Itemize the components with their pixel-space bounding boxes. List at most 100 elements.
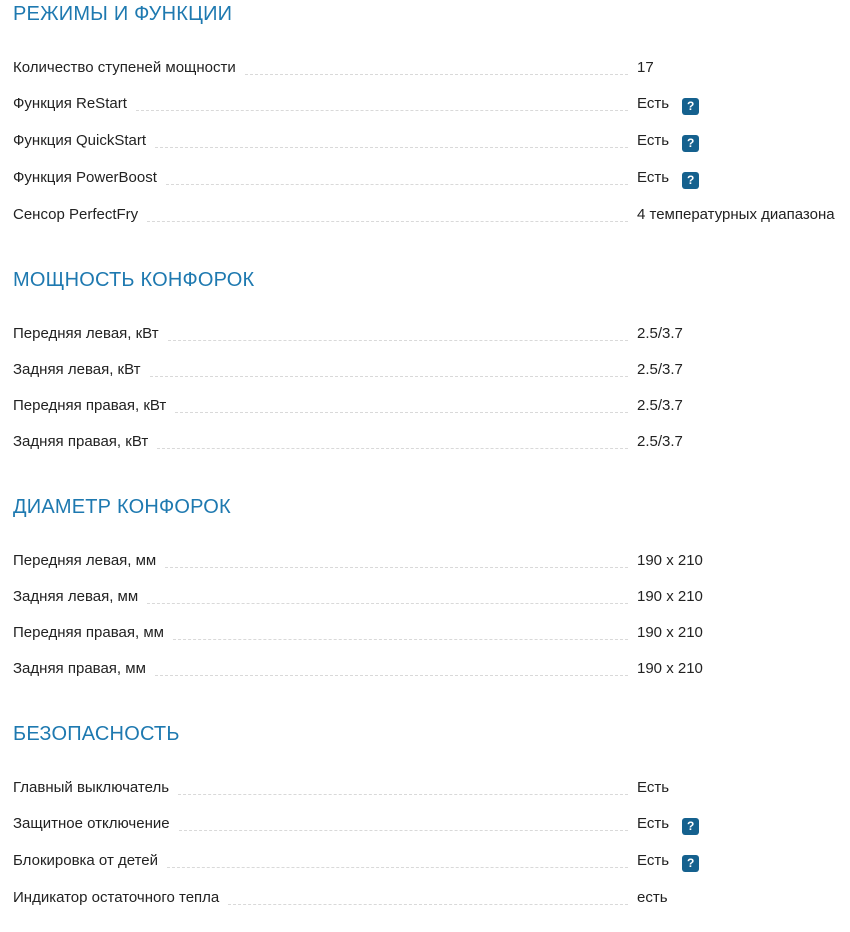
- dotted-leader: [135, 110, 628, 111]
- spec-row: Передняя левая, мм 190 x 210: [13, 550, 843, 571]
- spec-value-cell: 190 x 210: [637, 622, 843, 643]
- help-icon[interactable]: ?: [682, 818, 700, 835]
- spec-label: Передняя правая, кВт: [13, 397, 167, 414]
- section-title: ДИАМЕТР КОНФОРОК: [13, 496, 231, 518]
- spec-label: Функция QuickStart: [13, 132, 147, 149]
- spec-row: Передняя правая, мм 190 x 210: [13, 622, 843, 643]
- help-icon[interactable]: ?: [682, 98, 700, 115]
- spec-label: Количество ступеней мощности: [13, 59, 236, 76]
- spec-rows: Количество ступеней мощности 17 Функция …: [13, 57, 843, 225]
- spec-label: Передняя левая, мм: [13, 552, 157, 569]
- spec-rows: Главный выключатель Есть Защитное отключ…: [13, 777, 843, 908]
- spec-section: МОЩНОСТЬ КОНФОРОК Передняя левая, кВт 2.…: [13, 268, 843, 452]
- section-title: МОЩНОСТЬ КОНФОРОК: [13, 269, 255, 291]
- spec-value-cell: 17: [637, 57, 843, 78]
- spec-row: Блокировка от детей Есть ?: [13, 850, 843, 872]
- spec-label: Задняя левая, кВт: [13, 361, 141, 378]
- dotted-leader: [147, 603, 628, 604]
- spec-row: Сенсор PerfectFry 4 температурных диапаз…: [13, 204, 843, 225]
- spec-rows: Передняя левая, кВт 2.5/3.7 Задняя левая…: [13, 323, 843, 452]
- spec-value: Есть: [637, 169, 670, 186]
- spec-value: 4 температурных диапазона: [637, 206, 835, 223]
- help-icon[interactable]: ?: [682, 135, 700, 152]
- help-icon[interactable]: ?: [682, 172, 700, 189]
- spec-value-cell: 190 x 210: [637, 658, 843, 679]
- spec-label: Главный выключатель: [13, 779, 170, 796]
- spec-value-cell: 2.5/3.7: [637, 323, 843, 344]
- spec-value: Есть: [637, 815, 670, 832]
- spec-rows: Передняя левая, мм 190 x 210 Задняя лева…: [13, 550, 843, 679]
- spec-value: 2.5/3.7: [637, 325, 683, 342]
- spec-value: Есть: [637, 852, 670, 869]
- spec-value: 2.5/3.7: [637, 433, 683, 450]
- spec-label: Передняя правая, мм: [13, 624, 164, 641]
- spec-value: 2.5/3.7: [637, 397, 683, 414]
- dotted-leader: [172, 639, 628, 640]
- dotted-leader: [149, 376, 628, 377]
- spec-label: Задняя левая, мм: [13, 588, 139, 605]
- spec-section: ДИАМЕТР КОНФОРОК Передняя левая, мм 190 …: [13, 495, 843, 679]
- spec-row: Задняя правая, мм 190 x 210: [13, 658, 843, 679]
- spec-value: 17: [637, 59, 654, 76]
- dotted-leader: [155, 147, 628, 148]
- spec-value: Есть: [637, 132, 670, 149]
- dotted-leader: [178, 794, 628, 795]
- spec-value-cell: Есть ?: [637, 130, 843, 152]
- dotted-leader: [167, 867, 628, 868]
- dotted-leader: [165, 184, 628, 185]
- spec-label: Защитное отключение: [13, 815, 170, 832]
- spec-value-cell: Есть ?: [637, 93, 843, 115]
- spec-row: Индикатор остаточного тепла есть: [13, 887, 843, 908]
- spec-row: Задняя левая, мм 190 x 210: [13, 586, 843, 607]
- dotted-leader: [244, 74, 628, 75]
- spec-row: Задняя левая, кВт 2.5/3.7: [13, 359, 843, 380]
- spec-value: 190 x 210: [637, 624, 703, 641]
- dotted-leader: [175, 412, 628, 413]
- spec-value: 2.5/3.7: [637, 361, 683, 378]
- spec-value-cell: Есть ?: [637, 167, 843, 189]
- spec-value-cell: 4 температурных диапазона: [637, 204, 843, 225]
- spec-row: Функция ReStart Есть ?: [13, 93, 843, 115]
- dotted-leader: [228, 904, 628, 905]
- spec-row: Задняя правая, кВт 2.5/3.7: [13, 431, 843, 452]
- spec-value-cell: есть: [637, 887, 843, 908]
- spec-value-cell: Есть: [637, 777, 843, 798]
- spec-label: Сенсор PerfectFry: [13, 206, 139, 223]
- spec-label: Блокировка от детей: [13, 852, 159, 869]
- spec-row: Передняя левая, кВт 2.5/3.7: [13, 323, 843, 344]
- spec-label: Индикатор остаточного тепла: [13, 889, 220, 906]
- spec-value-cell: 2.5/3.7: [637, 395, 843, 416]
- spec-page: РЕЖИМЫ И ФУНКЦИИ Количество ступеней мощ…: [13, 2, 843, 908]
- spec-row: Функция QuickStart Есть ?: [13, 130, 843, 152]
- spec-value: есть: [637, 889, 668, 906]
- spec-row: Передняя правая, кВт 2.5/3.7: [13, 395, 843, 416]
- dotted-leader: [147, 221, 628, 222]
- spec-section: РЕЖИМЫ И ФУНКЦИИ Количество ступеней мощ…: [13, 2, 843, 225]
- spec-row: Защитное отключение Есть ?: [13, 813, 843, 835]
- spec-value: 190 x 210: [637, 552, 703, 569]
- spec-label: Функция ReStart: [13, 95, 127, 112]
- spec-row: Количество ступеней мощности 17: [13, 57, 843, 78]
- section-title: РЕЖИМЫ И ФУНКЦИИ: [13, 3, 233, 25]
- spec-value-cell: 190 x 210: [637, 586, 843, 607]
- spec-value-cell: 190 x 210: [637, 550, 843, 571]
- section-title: БЕЗОПАСНОСТЬ: [13, 723, 180, 745]
- dotted-leader: [178, 830, 628, 831]
- dotted-leader: [154, 675, 628, 676]
- spec-value: Есть: [637, 779, 670, 796]
- spec-label: Функция PowerBoost: [13, 169, 157, 186]
- spec-section: БЕЗОПАСНОСТЬ Главный выключатель Есть За…: [13, 722, 843, 908]
- spec-label: Задняя правая, кВт: [13, 433, 149, 450]
- spec-label: Передняя левая, кВт: [13, 325, 159, 342]
- spec-row: Главный выключатель Есть: [13, 777, 843, 798]
- dotted-leader: [157, 448, 628, 449]
- spec-value-cell: 2.5/3.7: [637, 431, 843, 452]
- spec-value: 190 x 210: [637, 588, 703, 605]
- spec-row: Функция PowerBoost Есть ?: [13, 167, 843, 189]
- spec-value-cell: Есть ?: [637, 850, 843, 872]
- spec-value: 190 x 210: [637, 660, 703, 677]
- spec-value-cell: 2.5/3.7: [637, 359, 843, 380]
- help-icon[interactable]: ?: [682, 855, 700, 872]
- spec-value-cell: Есть ?: [637, 813, 843, 835]
- spec-label: Задняя правая, мм: [13, 660, 146, 677]
